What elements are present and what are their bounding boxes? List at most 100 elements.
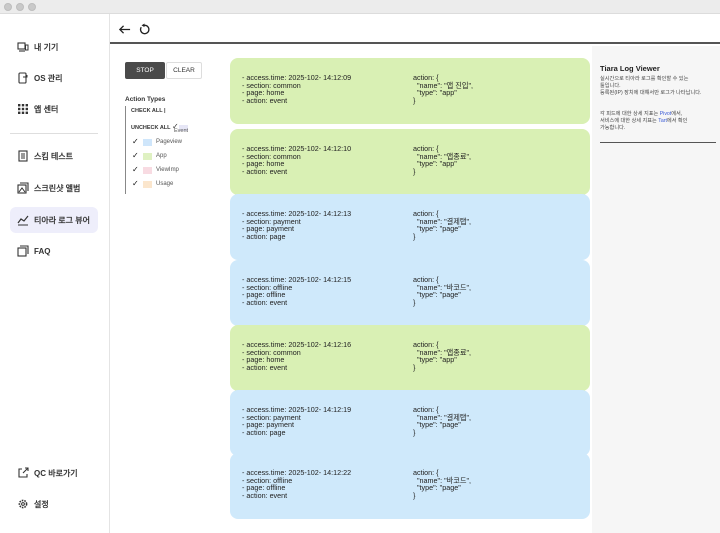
log-action-line: "name": "결제탭",	[413, 216, 472, 226]
log-action-line: "type": "app"	[413, 88, 457, 98]
stop-button[interactable]: STOP	[125, 62, 165, 79]
log-field: - access.time: 2025-102- 14:12:10	[242, 144, 352, 153]
viewimp-checkbox[interactable]: ✓	[132, 165, 139, 174]
log-card[interactable]: - access.time: 2025-102- 14:12:19- secti…	[230, 390, 590, 456]
info-panel: Tiara Log Viewer 실시간으로 티아라 로그를 확인할 수 있는 …	[592, 46, 720, 533]
uncheck-all-label: UNCHECK ALL	[131, 125, 171, 131]
external-link-icon	[16, 466, 30, 480]
album-icon	[16, 181, 30, 195]
sidebar-item-tiara-log-viewer[interactable]: 티아라 로그 뷰어	[10, 207, 98, 233]
log-action-line: "name": "앱 진입",	[413, 80, 474, 90]
info-text: 에서,	[671, 111, 683, 117]
log-action-line: action: {	[413, 209, 439, 218]
log-action-line: action: {	[413, 275, 439, 284]
clear-button[interactable]: CLEAR	[166, 62, 202, 79]
sidebar-item-label: 스크린샷 앨범	[34, 183, 81, 193]
log-field: - access.time: 2025-102- 14:12:09	[242, 73, 352, 82]
sidebar-item-app-center[interactable]: 앱 센터	[10, 96, 98, 122]
info-text: 가능합니다.	[600, 125, 626, 132]
filter-row-usage[interactable]: ✓ Usage	[132, 178, 173, 190]
check-all-link[interactable]: CHECK ALL |	[131, 108, 166, 114]
pageview-checkbox[interactable]: ✓	[132, 137, 139, 146]
sidebar-item-label: 앱 센터	[34, 104, 59, 114]
info-text: 에서 확인	[666, 118, 688, 125]
log-fields: - access.time: 2025-102- 14:12:10- secti…	[242, 145, 351, 175]
log-action-line: "type": "page"	[413, 483, 461, 493]
sidebar-item-scheme-test[interactable]: 스킴 테스트	[10, 143, 98, 169]
sidebar-item-my-device[interactable]: 내 기기	[10, 34, 98, 60]
sidebar-divider	[10, 133, 98, 134]
log-fields: - access.time: 2025-102- 14:12:19- secti…	[242, 406, 351, 436]
usage-checkbox[interactable]: ✓	[132, 179, 139, 188]
log-field: - section: common	[242, 80, 301, 90]
log-fields: - access.time: 2025-102- 14:12:22- secti…	[242, 469, 351, 499]
log-card[interactable]: - access.time: 2025-102- 14:12:15- secti…	[230, 260, 590, 326]
sidebar-item-label: 내 기기	[34, 42, 59, 52]
log-card[interactable]: - access.time: 2025-102- 14:12:16- secti…	[230, 325, 590, 391]
log-action-line: "type": "app"	[413, 355, 457, 365]
minimize-window-button[interactable]	[16, 3, 24, 11]
sidebar-item-faq[interactable]: FAQ	[10, 238, 98, 264]
log-action-line: }	[413, 95, 416, 105]
log-field: - page: home	[242, 159, 285, 169]
log-action-line: "name": "바코드",	[413, 282, 472, 292]
log-card[interactable]: - access.time: 2025-102- 14:12:13- secti…	[230, 194, 590, 260]
filter-row-app[interactable]: ✓ App	[132, 150, 167, 162]
sidebar-item-qc-shortcut[interactable]: QC 바로가기	[10, 460, 98, 486]
log-action-json: action: { "name": "결제탭", "type": "page"}	[413, 210, 471, 240]
filter-row-viewimp[interactable]: ✓ ViewImp	[132, 164, 179, 176]
log-fields: - access.time: 2025-102- 14:12:16- secti…	[242, 341, 351, 371]
log-card[interactable]: - access.time: 2025-102- 14:12:09- secti…	[230, 58, 590, 124]
sidebar-item-os-management[interactable]: OS 관리	[10, 65, 98, 91]
log-card[interactable]: - access.time: 2025-102- 14:12:10- secti…	[230, 129, 590, 195]
log-action-line: action: {	[413, 468, 439, 477]
close-window-button[interactable]	[4, 3, 12, 11]
info-text: 각 피드에 대한 상세 지표는	[600, 111, 660, 117]
log-action-line: "name": "바코드",	[413, 475, 472, 485]
log-action-line: "name": "앱종료",	[413, 151, 472, 161]
grid-icon	[16, 102, 30, 116]
sidebar-item-label: FAQ	[34, 246, 51, 256]
log-action-line: }	[413, 166, 416, 176]
sidebar-item-screenshot-album[interactable]: 스크린샷 앨범	[10, 175, 98, 201]
log-action-json: action: { "name": "앱 진입", "type": "app"}	[413, 74, 473, 104]
log-field: - page: offline	[242, 290, 286, 300]
log-card[interactable]: - access.time: 2025-102- 14:12:22- secti…	[230, 453, 590, 519]
log-field: - page: home	[242, 355, 285, 365]
log-action-line: "type": "page"	[413, 420, 461, 430]
log-field: - action: event	[242, 297, 288, 307]
os-settings-icon	[16, 71, 30, 85]
usage-swatch	[143, 180, 152, 188]
back-button[interactable]	[116, 21, 132, 37]
log-field: - access.time: 2025-102- 14:12:15	[242, 275, 352, 284]
event-checkbox[interactable]: ✓	[171, 122, 179, 131]
log-field: - access.time: 2025-102- 14:12:13	[242, 209, 352, 218]
log-field: - section: offline	[242, 282, 293, 292]
window-titlebar	[0, 0, 720, 14]
filter-row-pageview[interactable]: ✓ Pageview	[132, 136, 182, 148]
sidebar-item-label: 스킴 테스트	[34, 151, 74, 161]
viewimp-swatch	[143, 166, 152, 174]
tart-link[interactable]: Tart	[658, 118, 667, 125]
info-line: 등록된(IP) 장치에 대해서만 로그가 나타납니다.	[600, 90, 702, 97]
pivot-link[interactable]: Pivot	[659, 111, 672, 117]
log-action-line: "type": "app"	[413, 159, 457, 169]
log-action-line: action: {	[413, 144, 439, 153]
document-icon	[16, 149, 30, 163]
app-checkbox[interactable]: ✓	[132, 151, 139, 160]
action-type-list: CHECK ALL | UNCHECK ALL ✓ Event ✓ Pagevi…	[125, 106, 195, 194]
sidebar-item-settings[interactable]: 설정	[10, 491, 98, 517]
zoom-window-button[interactable]	[28, 3, 36, 11]
log-field: - page: offline	[242, 483, 286, 493]
faq-icon	[16, 244, 30, 258]
refresh-button[interactable]	[136, 21, 152, 37]
log-field: - section: payment	[242, 216, 301, 226]
log-field: - access.time: 2025-102- 14:12:19	[242, 405, 352, 414]
log-action-json: action: { "name": "바코드", "type": "page"}	[413, 276, 471, 306]
log-action-json: action: { "name": "앱종료", "type": "app"}	[413, 341, 471, 371]
toolbar	[110, 14, 720, 44]
log-field: - section: payment	[242, 412, 301, 422]
action-types-title: Action Types	[125, 96, 166, 103]
usage-label: Usage	[156, 181, 174, 187]
uncheck-all-link[interactable]: UNCHECK ALL ✓	[131, 122, 188, 131]
